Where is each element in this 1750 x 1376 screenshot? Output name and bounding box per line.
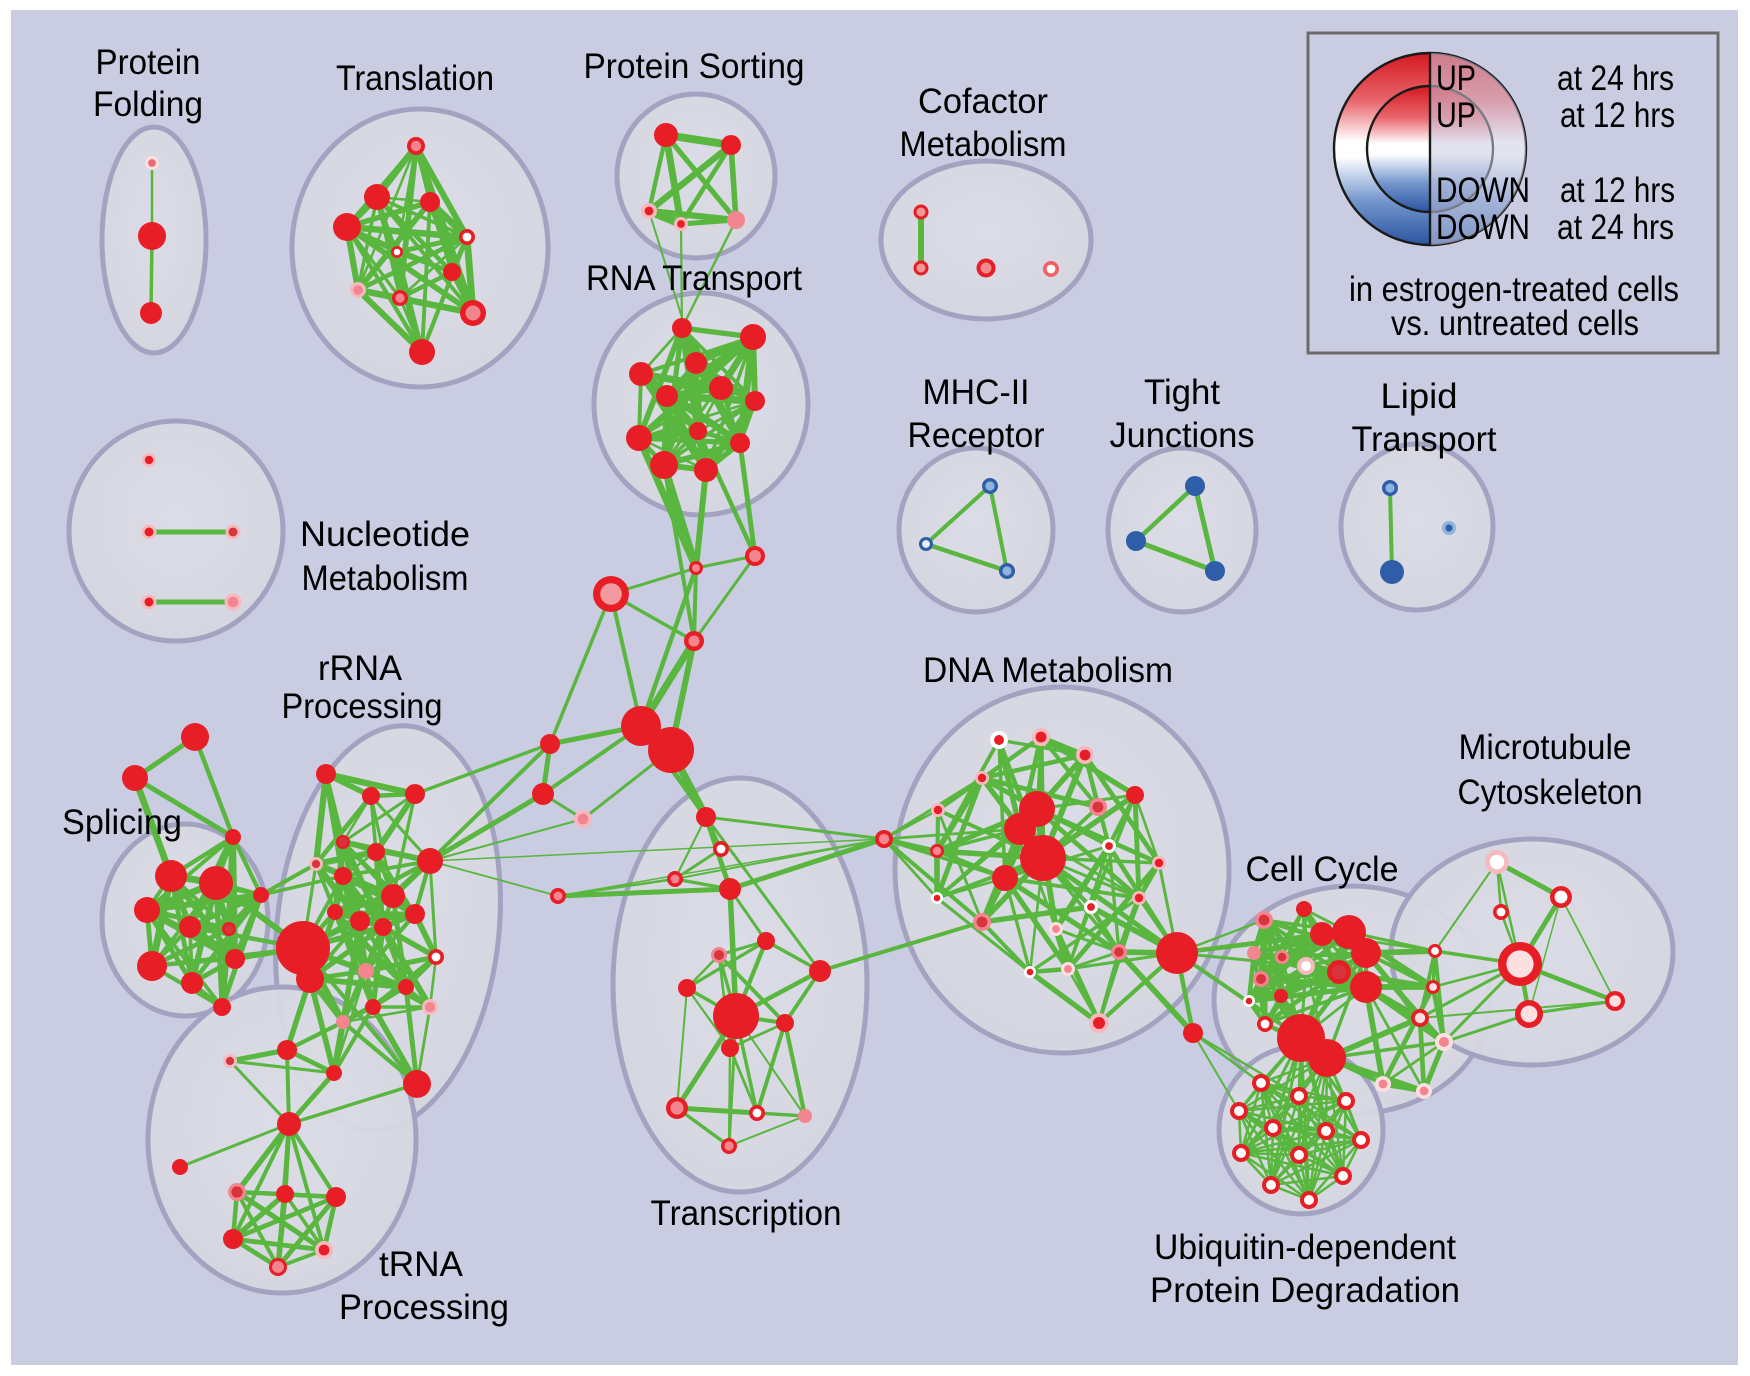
svg-text:vs. untreated cells: vs. untreated cells <box>1391 304 1639 343</box>
svg-text:Folding: Folding <box>93 85 203 124</box>
svg-text:at 12 hrs: at 12 hrs <box>1560 171 1675 210</box>
svg-text:UP: UP <box>1436 59 1476 98</box>
svg-text:Ubiquitin-dependent: Ubiquitin-dependent <box>1154 1228 1456 1267</box>
svg-text:Cytoskeleton: Cytoskeleton <box>1458 773 1643 812</box>
svg-text:Protein Degradation: Protein Degradation <box>1150 1271 1460 1310</box>
svg-text:rRNA: rRNA <box>318 649 403 688</box>
svg-text:Junctions: Junctions <box>1110 416 1255 455</box>
svg-text:at 24 hrs: at 24 hrs <box>1557 208 1674 247</box>
svg-text:Metabolism: Metabolism <box>302 559 469 598</box>
svg-text:Microtubule: Microtubule <box>1459 728 1632 767</box>
svg-text:Receptor: Receptor <box>908 416 1045 455</box>
svg-text:Splicing: Splicing <box>62 803 182 842</box>
svg-text:Tight: Tight <box>1144 373 1220 412</box>
svg-text:in estrogen-treated cells: in estrogen-treated cells <box>1349 270 1679 309</box>
svg-text:Protein Sorting: Protein Sorting <box>584 47 805 86</box>
svg-text:Transcription: Transcription <box>651 1194 842 1233</box>
svg-text:at 12 hrs: at 12 hrs <box>1560 96 1675 135</box>
svg-text:DNA Metabolism: DNA Metabolism <box>923 651 1173 690</box>
svg-text:DOWN: DOWN <box>1436 171 1530 210</box>
svg-text:RNA Transport: RNA Transport <box>586 259 802 298</box>
svg-text:MHC-II: MHC-II <box>923 373 1030 412</box>
svg-text:DOWN: DOWN <box>1436 208 1530 247</box>
svg-text:Processing: Processing <box>339 1288 509 1327</box>
svg-text:Lipid: Lipid <box>1381 377 1458 416</box>
svg-text:UP: UP <box>1436 96 1476 135</box>
svg-text:Cell Cycle: Cell Cycle <box>1246 850 1399 889</box>
svg-text:tRNA: tRNA <box>379 1245 464 1284</box>
svg-text:Transport: Transport <box>1352 420 1497 459</box>
svg-text:Cofactor: Cofactor <box>918 82 1048 121</box>
svg-text:at 24 hrs: at 24 hrs <box>1557 59 1674 98</box>
svg-text:Metabolism: Metabolism <box>900 125 1067 164</box>
svg-text:Translation: Translation <box>336 59 494 98</box>
svg-text:Protein: Protein <box>96 43 201 82</box>
svg-text:Processing: Processing <box>282 687 443 726</box>
svg-text:Nucleotide: Nucleotide <box>300 515 470 554</box>
